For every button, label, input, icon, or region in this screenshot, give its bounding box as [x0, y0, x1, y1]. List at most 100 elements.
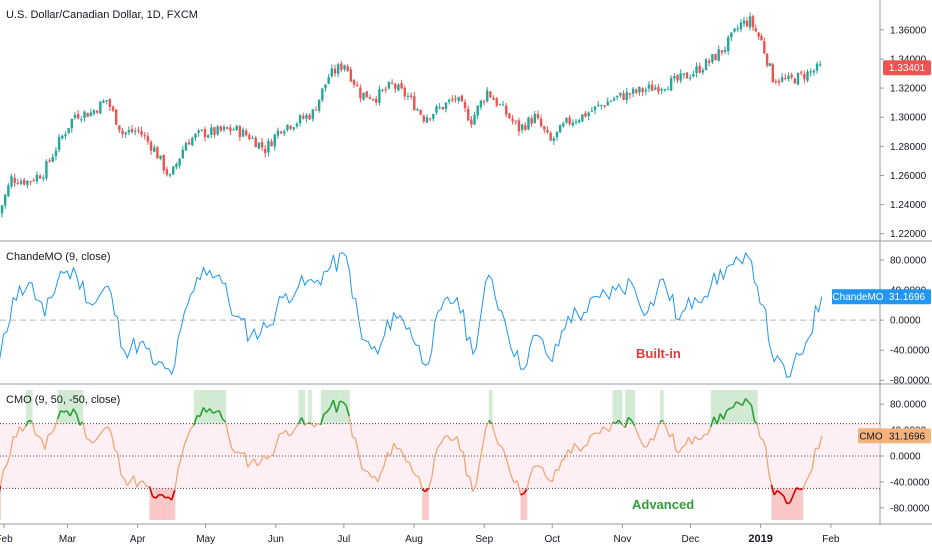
oversold-highlight: [777, 488, 782, 520]
cmo-segment: [358, 454, 363, 470]
candle: [73, 112, 77, 120]
cmo-segment: [589, 433, 594, 437]
time-axis[interactable]: Feb Mar Apr May Jun Jul Aug Sep Oct Nov Dec 2019 Feb: [0, 524, 840, 545]
candle: [127, 126, 131, 136]
cmo-line: [0, 398, 823, 505]
cmo-segment: [488, 419, 493, 425]
cmo-segment: [244, 452, 249, 468]
cmo-segment: [374, 476, 379, 483]
cmo-segment: [421, 488, 426, 493]
overbought-highlight: [200, 390, 204, 424]
cmo-segment: [440, 436, 445, 444]
y-tick-label: 1.34000: [890, 54, 927, 65]
overbought-highlight: [717, 390, 721, 424]
candle: [321, 88, 324, 103]
cmo-segment: [129, 475, 135, 482]
candle: [812, 68, 816, 76]
cmo-segment: [342, 401, 347, 407]
candle: [38, 173, 42, 179]
cmo-segment: [361, 468, 366, 472]
candle: [70, 118, 73, 133]
cmo-segment: [196, 414, 201, 418]
cmo-segment: [35, 433, 39, 437]
candle: [780, 73, 784, 83]
cmo-segment: [364, 470, 369, 473]
cmo-segment: [564, 449, 569, 459]
cmo-segment: [498, 444, 502, 447]
candle: [327, 73, 330, 85]
candle: [251, 135, 254, 140]
overbought-highlight: [63, 390, 68, 424]
candle: [387, 81, 391, 90]
candle: [111, 105, 115, 113]
oversold-highlight: [799, 488, 804, 520]
candle: [581, 114, 584, 123]
candle: [206, 133, 210, 139]
candle: [241, 127, 245, 137]
oversold-highlight: [523, 488, 528, 520]
candle: [172, 166, 175, 176]
cmo-segment: [469, 476, 474, 492]
candle: [264, 145, 267, 158]
cmo-segment: [729, 406, 734, 410]
oversold-highlight: [152, 488, 157, 520]
cmo-segment: [453, 436, 458, 441]
cmo-segment: [399, 448, 404, 455]
cmo-segment: [672, 433, 677, 451]
overbought-highlight: [726, 390, 731, 424]
cmo-segment: [780, 492, 785, 497]
candle: [76, 110, 80, 120]
cmo-segment: [193, 415, 198, 426]
candle: [549, 130, 552, 142]
candle: [42, 174, 45, 182]
candle: [454, 95, 457, 103]
candle: [83, 110, 86, 122]
candle: [600, 104, 603, 110]
cmo-segment: [805, 475, 810, 483]
cmo-segment: [291, 427, 296, 434]
cmo-segment: [380, 465, 385, 474]
cmo-segment: [66, 410, 71, 417]
candle: [612, 96, 616, 102]
candle: [336, 62, 340, 78]
y-tick-label: -40.0000: [890, 346, 930, 357]
cmo-segment: [53, 418, 59, 430]
cmo-segment: [624, 417, 630, 428]
cmo-segment: [250, 458, 255, 463]
cmo-pane-title: CMO (9, 50, -50, close): [6, 394, 120, 406]
overbought-highlight: [745, 390, 750, 424]
candle: [130, 124, 134, 134]
candle: [384, 86, 387, 94]
candle: [67, 128, 70, 135]
cmo-segment: [199, 407, 205, 417]
cmo-segment: [310, 423, 315, 428]
candle: [657, 83, 660, 95]
candle: [760, 33, 763, 41]
x-tick-label: Jul: [337, 534, 350, 545]
candle: [489, 90, 492, 98]
cmo-segment: [285, 429, 290, 437]
price-axis[interactable]: 1.36000 1.34000 1.32000 1.30000 1.28000 1.260…: [880, 25, 927, 240]
candle: [181, 145, 184, 159]
cmo-segment: [551, 469, 556, 483]
oversold-highlight: [158, 488, 163, 520]
candle: [606, 97, 609, 106]
cmo-segment: [41, 438, 46, 450]
cmo-segment: [218, 410, 224, 420]
cmo-segment: [161, 494, 166, 499]
cmo-segment: [259, 455, 265, 463]
cmo-segment: [437, 442, 442, 448]
oversold-highlight: [165, 488, 170, 520]
cmo-segment: [750, 405, 756, 421]
cmo-segment: [719, 413, 725, 420]
cmo-segment: [234, 451, 239, 454]
candle: [520, 123, 524, 134]
overbought-highlight: [742, 390, 747, 424]
cmo-segment: [288, 433, 293, 437]
cmo-segment: [744, 398, 750, 403]
price-candles: [0, 12, 822, 222]
cmo-segment: [456, 436, 461, 451]
cmo-segment: [612, 421, 616, 425]
cmo-segment: [630, 419, 636, 427]
candle: [584, 111, 587, 118]
